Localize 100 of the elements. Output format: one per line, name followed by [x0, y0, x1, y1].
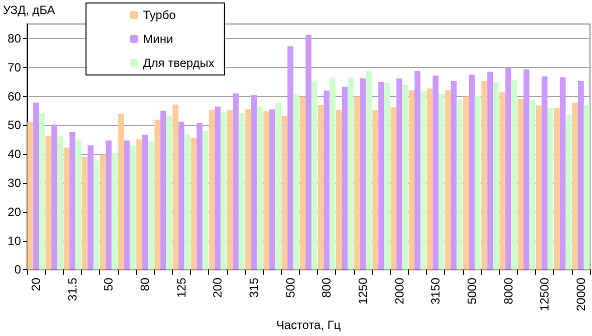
bar — [282, 116, 288, 270]
bar — [342, 86, 348, 270]
bar — [275, 102, 281, 270]
bar — [311, 80, 318, 270]
x-tick-label: 2000 — [392, 277, 406, 304]
bar — [178, 122, 184, 270]
bar — [172, 104, 178, 270]
bar — [390, 107, 396, 270]
bar — [318, 104, 324, 270]
bar — [245, 109, 252, 270]
bar — [287, 46, 294, 270]
bar — [64, 147, 70, 270]
x-tick-label: 31.5 — [65, 277, 80, 302]
bar — [372, 110, 378, 270]
bar — [384, 82, 390, 270]
bar — [263, 111, 270, 270]
x-tick-label: 315 — [247, 277, 262, 298]
y-tick-label: 50 — [8, 118, 22, 132]
bar — [511, 80, 518, 270]
bar — [336, 110, 342, 270]
bar — [348, 77, 354, 270]
bar — [444, 90, 451, 270]
bar — [75, 139, 82, 270]
bar — [420, 91, 426, 270]
bar — [39, 113, 45, 270]
bar — [202, 130, 208, 270]
bar — [124, 140, 130, 270]
bar — [33, 102, 40, 270]
bar — [166, 116, 172, 270]
bar — [45, 136, 52, 270]
bar — [112, 152, 118, 270]
bar — [505, 68, 512, 270]
y-tick-label: 70 — [8, 60, 22, 74]
bar — [94, 160, 100, 270]
bar — [566, 114, 572, 270]
bar — [306, 34, 312, 270]
bar — [57, 136, 64, 270]
x-tick-label: 500 — [283, 277, 298, 298]
bar — [232, 93, 239, 270]
x-tick-label: 20000 — [574, 277, 588, 312]
x-tick-label: 20 — [29, 277, 44, 292]
bar — [220, 112, 226, 270]
bar — [190, 138, 197, 270]
legend-label: Турбо — [143, 8, 176, 22]
bar — [330, 77, 336, 270]
bar — [51, 124, 58, 270]
bar — [542, 76, 548, 270]
y-tick-label: 10 — [8, 234, 22, 248]
bar — [354, 96, 360, 270]
bar — [481, 80, 488, 270]
bar — [196, 122, 202, 270]
x-tick-label: 800 — [320, 277, 334, 298]
bar — [450, 80, 457, 270]
y-tick-label: 80 — [8, 31, 22, 46]
bar — [548, 108, 554, 270]
bar — [469, 74, 475, 270]
bar — [474, 96, 481, 270]
bar — [524, 69, 530, 270]
bar — [251, 95, 257, 270]
bar — [88, 145, 94, 270]
bar — [256, 106, 263, 270]
bar — [572, 102, 578, 270]
bar — [378, 82, 384, 270]
bar — [529, 100, 536, 270]
bar — [438, 94, 444, 270]
bar — [269, 109, 276, 270]
bar — [154, 120, 160, 270]
x-axis-title: Частота, Гц — [276, 318, 341, 332]
bar — [227, 110, 233, 270]
x-tick-label: 200 — [210, 277, 225, 298]
bar — [584, 105, 590, 270]
bar — [160, 110, 166, 270]
bar — [518, 98, 524, 270]
x-tick-label: 50 — [102, 277, 116, 292]
x-tick-label: 3150 — [428, 277, 443, 304]
y-tick-label: 60 — [8, 89, 22, 104]
bar — [396, 78, 402, 270]
y-axis-title: УЗД, дБА — [3, 3, 56, 17]
bar — [426, 88, 433, 270]
y-tick-label: 20 — [8, 204, 22, 219]
bar — [578, 80, 584, 270]
bar — [324, 90, 330, 270]
bar — [456, 100, 463, 270]
bar — [148, 142, 154, 270]
bar — [208, 110, 215, 270]
bar — [27, 122, 34, 270]
bar — [300, 96, 306, 270]
x-tick-label: 1250 — [356, 277, 370, 304]
bar — [499, 92, 506, 270]
legend-label: Мини — [143, 32, 174, 46]
bar — [69, 132, 76, 270]
bar — [130, 145, 136, 270]
bar — [493, 82, 499, 270]
bar — [487, 72, 494, 270]
y-tick-label: 0 — [14, 262, 22, 277]
bar — [293, 94, 300, 270]
bar — [238, 113, 245, 270]
y-tick-label: 30 — [8, 176, 22, 190]
bar — [432, 75, 439, 270]
bar — [142, 134, 148, 270]
